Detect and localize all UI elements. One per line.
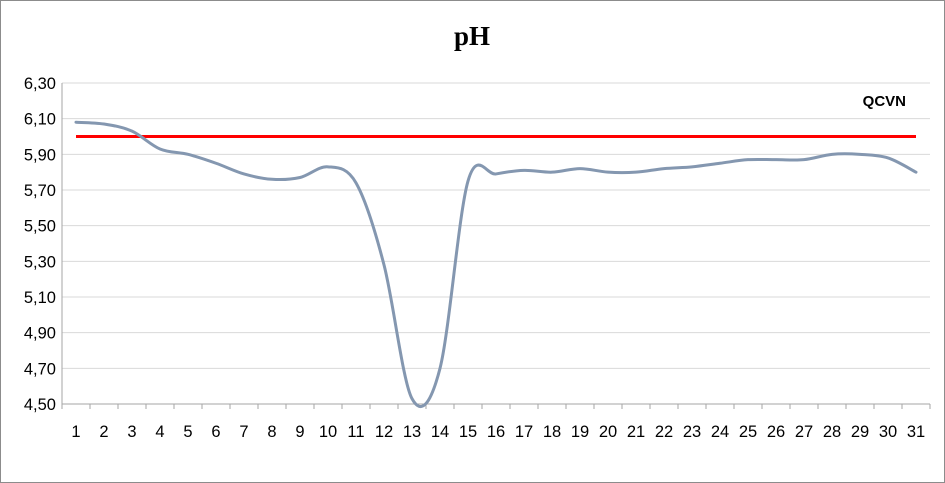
- ph-data-point: [606, 170, 610, 174]
- x-axis-tick-labels: 1 2 3 4 5 6 7 8 9 10 11 12 13 14 15 16 17 18 19 20 21 22 23 24 2…: [71, 423, 925, 441]
- x-tick-label: 21: [627, 423, 645, 441]
- ph-data-point: [186, 152, 190, 156]
- x-tick-label: 6: [211, 423, 220, 441]
- ph-data-point: [326, 165, 330, 169]
- ph-data-point: [690, 165, 694, 169]
- axes: [61, 83, 931, 409]
- ph-data-point: [466, 179, 470, 183]
- x-tick-label: 19: [571, 423, 589, 441]
- y-tick-label: 5,90: [24, 146, 56, 164]
- x-tick-label: 12: [375, 423, 393, 441]
- x-tick-label: 13: [403, 423, 421, 441]
- x-tick-label: 14: [431, 423, 449, 441]
- ph-data-point: [522, 168, 526, 172]
- x-tick-label: 31: [907, 423, 925, 441]
- ph-data-point: [270, 177, 274, 181]
- x-tick-label: 7: [239, 423, 248, 441]
- x-tick-label: 16: [487, 423, 505, 441]
- series-group: [74, 120, 918, 408]
- ph-data-point: [242, 172, 246, 176]
- x-tick-label: 11: [347, 423, 364, 441]
- y-tick-label: 6,30: [24, 75, 56, 93]
- ph-data-point: [774, 158, 778, 162]
- x-tick-label: 30: [879, 423, 897, 441]
- ph-data-point: [382, 263, 386, 267]
- y-tick-label: 4,50: [24, 396, 56, 414]
- y-axis-tick-labels: 4,50 4,70 4,90 5,10 5,30 5,50 5,70 5,90 6,10 6,30: [24, 75, 56, 414]
- x-tick-label: 2: [99, 423, 108, 441]
- ph-data-point: [634, 170, 638, 174]
- ph-data-point: [130, 129, 134, 133]
- ph-series-line: [74, 120, 918, 408]
- ph-data-point: [718, 161, 722, 165]
- y-tick-label: 5,10: [24, 289, 56, 307]
- y-tick-label: 5,70: [24, 182, 56, 200]
- x-tick-label: 18: [543, 423, 561, 441]
- x-tick-label: 10: [319, 423, 337, 441]
- x-tick-label: 3: [127, 423, 136, 441]
- ph-data-point: [858, 152, 862, 156]
- ph-data-point: [74, 120, 78, 124]
- ph-data-point: [662, 167, 666, 171]
- ph-data-point: [494, 172, 498, 176]
- ph-data-point: [830, 152, 834, 156]
- x-tick-label: 25: [739, 423, 757, 441]
- chart-title: pH: [454, 21, 490, 51]
- x-tick-label: 4: [155, 423, 164, 441]
- x-tick-label: 20: [599, 423, 617, 441]
- x-tick-label: 8: [267, 423, 276, 441]
- x-tick-label: 9: [295, 423, 304, 441]
- y-tick-label: 4,90: [24, 325, 56, 343]
- x-tick-label: 5: [183, 423, 192, 441]
- ph-data-point: [550, 170, 554, 174]
- ph-data-point: [914, 170, 918, 174]
- x-tick-label: 1: [71, 423, 80, 441]
- x-tick-label: 29: [851, 423, 869, 441]
- ph-data-point: [578, 167, 582, 171]
- y-tick-label: 5,50: [24, 218, 56, 236]
- ph-data-point: [886, 156, 890, 160]
- x-tick-label: 24: [711, 423, 729, 441]
- ph-data-point: [354, 181, 358, 185]
- x-tick-label: 17: [515, 423, 533, 441]
- x-tick-label: 22: [655, 423, 673, 441]
- ph-data-point: [438, 366, 442, 370]
- ph-data-point: [102, 122, 106, 126]
- qcvn-label: QCVN: [863, 93, 906, 110]
- y-tick-label: 5,30: [24, 253, 56, 271]
- ph-data-point: [802, 158, 806, 162]
- gridlines: [62, 82, 930, 405]
- y-tick-label: 4,70: [24, 360, 56, 378]
- x-tick-label: 27: [795, 423, 813, 441]
- y-tick-label: 6,10: [24, 111, 56, 129]
- ph-data-point: [214, 161, 218, 165]
- x-tick-label: 26: [767, 423, 785, 441]
- ph-data-point: [298, 176, 302, 180]
- ph-data-point: [410, 397, 414, 401]
- ph-data-point: [746, 158, 750, 162]
- x-tick-label: 15: [459, 423, 477, 441]
- x-tick-label: 23: [683, 423, 701, 441]
- x-tick-label: 28: [823, 423, 841, 441]
- ph-data-point: [158, 147, 162, 151]
